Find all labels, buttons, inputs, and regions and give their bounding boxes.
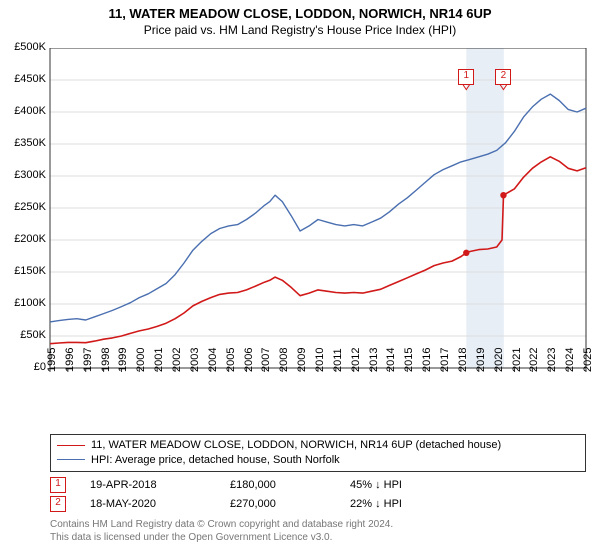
y-tick-label: £150K — [14, 265, 46, 277]
sale-price: £180,000 — [230, 479, 350, 491]
y-tick-label: £50K — [20, 329, 46, 341]
x-tick-label: 2006 — [243, 348, 255, 372]
footer-line: Contains HM Land Registry data © Crown c… — [50, 518, 393, 531]
page-subtitle: Price paid vs. HM Land Registry's House … — [0, 23, 600, 37]
sale-row: 1 19-APR-2018£180,00045% ↓ HPI — [50, 477, 586, 493]
x-tick-label: 2003 — [189, 348, 201, 372]
y-tick-label: £500K — [14, 41, 46, 53]
x-tick-label: 2012 — [350, 348, 362, 372]
x-tick-label: 2014 — [385, 348, 397, 372]
legend-label: HPI: Average price, detached house, Sout… — [91, 454, 340, 466]
x-tick-label: 2016 — [421, 348, 433, 372]
sale-date: 18-MAY-2020 — [90, 498, 230, 510]
x-tick-label: 2021 — [511, 348, 523, 372]
y-tick-label: £250K — [14, 201, 46, 213]
x-tick-label: 2024 — [564, 348, 576, 372]
y-tick-label: £350K — [14, 137, 46, 149]
x-tick-label: 1996 — [64, 348, 76, 372]
x-tick-label: 2023 — [546, 348, 558, 372]
x-tick-label: 2001 — [153, 348, 165, 372]
y-tick-label: £400K — [14, 105, 46, 117]
legend-box: 11, WATER MEADOW CLOSE, LODDON, NORWICH,… — [50, 434, 586, 472]
x-tick-label: 2009 — [296, 348, 308, 372]
sale-delta: 45% ↓ HPI — [350, 479, 402, 491]
page-title: 11, WATER MEADOW CLOSE, LODDON, NORWICH,… — [0, 6, 600, 21]
x-tick-label: 2015 — [403, 348, 415, 372]
sale-marker-icon: 1 — [50, 477, 66, 493]
x-tick-label: 2018 — [457, 348, 469, 372]
chart-container: 11, WATER MEADOW CLOSE, LODDON, NORWICH,… — [0, 0, 600, 560]
y-tick-label: £0 — [34, 361, 46, 373]
x-tick-label: 2000 — [135, 348, 147, 372]
x-tick-label: 1995 — [46, 348, 58, 372]
x-tick-label: 2005 — [225, 348, 237, 372]
y-tick-label: £450K — [14, 73, 46, 85]
x-tick-label: 2013 — [368, 348, 380, 372]
legend-label: 11, WATER MEADOW CLOSE, LODDON, NORWICH,… — [91, 439, 501, 451]
x-tick-label: 2022 — [528, 348, 540, 372]
sale-price: £270,000 — [230, 498, 350, 510]
x-tick-label: 2008 — [278, 348, 290, 372]
footer-attribution: Contains HM Land Registry data © Crown c… — [50, 518, 393, 544]
x-tick-label: 2020 — [493, 348, 505, 372]
y-tick-label: £100K — [14, 297, 46, 309]
sale-marker-icon: 2 — [50, 496, 66, 512]
legend-swatch — [57, 459, 85, 460]
chart-marker-2: 2 — [495, 69, 511, 85]
legend-item: 11, WATER MEADOW CLOSE, LODDON, NORWICH,… — [57, 438, 579, 453]
sales-table: 1 19-APR-2018£180,00045% ↓ HPI 2 18-MAY-202… — [50, 474, 586, 515]
sale-delta: 22% ↓ HPI — [350, 498, 402, 510]
x-tick-label: 2010 — [314, 348, 326, 372]
footer-line: This data is licensed under the Open Gov… — [50, 531, 393, 544]
x-tick-label: 2007 — [260, 348, 272, 372]
x-tick-label: 2025 — [582, 348, 594, 372]
x-tick-label: 2019 — [475, 348, 487, 372]
x-tick-label: 2004 — [207, 348, 219, 372]
x-tick-label: 2011 — [332, 348, 344, 372]
x-tick-label: 1997 — [82, 348, 94, 372]
x-tick-label: 1999 — [117, 348, 129, 372]
sale-row: 2 18-MAY-2020£270,00022% ↓ HPI — [50, 496, 586, 512]
plot-area: £0 £50K £100K £150K £200K £250K £300K £350K £400… — [0, 48, 600, 408]
legend-item: HPI: Average price, detached house, Sout… — [57, 453, 579, 468]
y-tick-label: £200K — [14, 233, 46, 245]
legend-swatch — [57, 445, 85, 446]
x-tick-label: 1998 — [100, 348, 112, 372]
x-tick-label: 2002 — [171, 348, 183, 372]
sale-date: 19-APR-2018 — [90, 479, 230, 491]
x-tick-label: 2017 — [439, 348, 451, 372]
chart-marker-1: 1 — [458, 69, 474, 85]
y-tick-label: £300K — [14, 169, 46, 181]
